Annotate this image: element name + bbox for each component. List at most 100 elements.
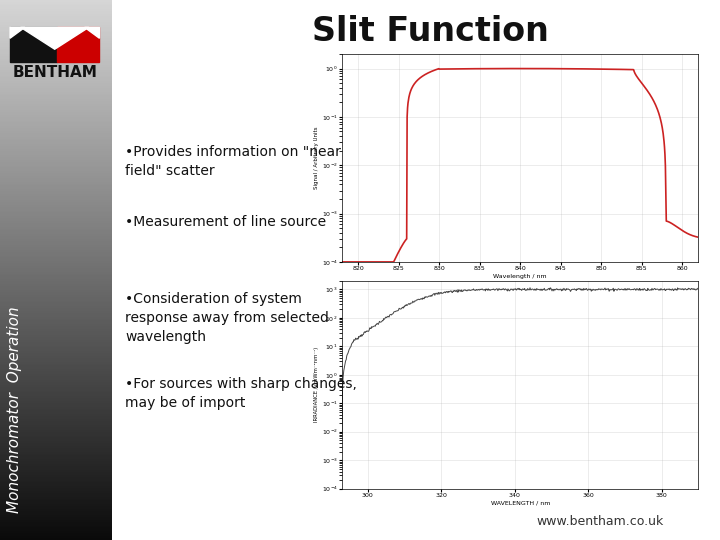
Bar — [0, 167, 112, 169]
Bar — [0, 47, 112, 49]
Bar — [0, 317, 112, 319]
X-axis label: WAVELENGTH / nm: WAVELENGTH / nm — [490, 501, 550, 505]
Bar — [0, 83, 112, 85]
Bar — [0, 216, 112, 218]
Text: •For sources with sharp changes,
may be of import: •For sources with sharp changes, may be … — [125, 377, 357, 410]
Bar — [0, 430, 112, 432]
Bar — [0, 88, 112, 90]
Bar — [0, 511, 112, 513]
Bar — [0, 362, 112, 363]
Bar — [0, 447, 112, 448]
Bar — [0, 401, 112, 403]
Bar — [0, 275, 112, 277]
Bar — [0, 351, 112, 353]
Bar — [0, 466, 112, 468]
Bar — [0, 223, 112, 225]
Bar — [0, 52, 112, 54]
Bar — [0, 204, 112, 205]
Bar — [0, 304, 112, 306]
Bar — [0, 535, 112, 536]
Bar — [0, 366, 112, 367]
Bar — [0, 5, 112, 7]
Bar — [0, 328, 112, 329]
Bar — [0, 498, 112, 501]
Bar — [0, 306, 112, 308]
Bar — [0, 54, 112, 56]
Bar — [0, 409, 112, 410]
Bar — [0, 49, 112, 50]
Bar — [0, 288, 112, 290]
Bar — [0, 205, 112, 207]
Bar — [0, 504, 112, 506]
Bar — [0, 117, 112, 119]
Bar — [0, 58, 112, 59]
Bar — [0, 394, 112, 396]
Bar — [0, 313, 112, 315]
Bar — [0, 123, 112, 124]
Bar — [0, 393, 112, 394]
Bar — [0, 177, 112, 178]
Polygon shape — [84, 28, 99, 38]
Bar — [0, 324, 112, 326]
Bar — [0, 0, 112, 2]
Bar — [0, 437, 112, 439]
Bar — [0, 385, 112, 387]
Bar — [0, 178, 112, 180]
Bar — [0, 344, 112, 346]
Bar — [0, 319, 112, 320]
Bar — [0, 131, 112, 133]
Bar — [0, 461, 112, 463]
Text: •Consideration of system
response away from selected
wavelength: •Consideration of system response away f… — [125, 292, 329, 344]
Bar — [0, 142, 112, 144]
Bar — [0, 231, 112, 232]
Bar — [0, 174, 112, 177]
Bar — [0, 218, 112, 220]
Bar — [0, 455, 112, 457]
Y-axis label: Signal / Arbitrary Units: Signal / Arbitrary Units — [314, 127, 319, 189]
Bar — [0, 279, 112, 281]
Bar — [0, 29, 112, 31]
Bar — [0, 193, 112, 194]
Bar — [0, 493, 112, 495]
Bar — [0, 443, 112, 444]
Bar — [0, 34, 112, 36]
Bar — [0, 281, 112, 282]
Bar — [0, 355, 112, 356]
Bar — [0, 133, 112, 135]
Bar — [0, 491, 112, 493]
Bar — [0, 416, 112, 417]
Bar — [0, 387, 112, 389]
Bar — [0, 484, 112, 486]
Bar — [0, 225, 112, 227]
Bar — [0, 187, 112, 189]
Bar — [0, 254, 112, 255]
Bar — [0, 407, 112, 409]
Bar — [0, 198, 112, 200]
Bar — [0, 481, 112, 482]
Bar — [0, 45, 112, 47]
Bar — [0, 524, 112, 525]
Bar — [0, 265, 112, 266]
Bar — [0, 349, 112, 351]
Bar — [0, 439, 112, 441]
Bar — [0, 432, 112, 434]
Bar — [0, 390, 112, 393]
Bar — [0, 373, 112, 374]
Bar — [0, 450, 112, 452]
Bar — [0, 247, 112, 248]
Bar — [0, 425, 112, 427]
Bar — [0, 502, 112, 504]
Bar — [0, 126, 112, 128]
Bar — [0, 533, 112, 535]
Bar — [0, 536, 112, 538]
Bar — [0, 412, 112, 414]
Bar — [0, 11, 112, 12]
Bar — [0, 470, 112, 471]
Text: BENTHAM: BENTHAM — [12, 65, 97, 80]
Bar — [0, 39, 112, 42]
Bar — [0, 488, 112, 490]
Text: •Provides information on "near
field" scatter: •Provides information on "near field" sc… — [125, 145, 341, 178]
Bar — [0, 101, 112, 103]
Bar — [0, 12, 112, 15]
Bar — [0, 104, 112, 106]
